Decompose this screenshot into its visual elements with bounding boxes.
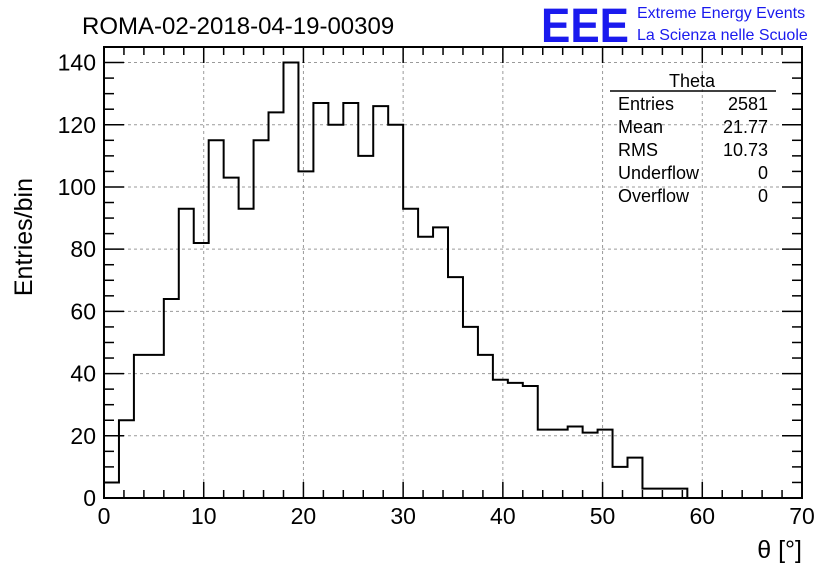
grid (104, 47, 802, 498)
x-tick-label: 20 (291, 503, 317, 529)
chart-title: ROMA-02-2018-04-19-00309 (82, 13, 394, 40)
y-tick-label: 80 (70, 236, 96, 262)
stats-box: Theta Entries 2581 Mean 21.77 RMS 10.73 … (610, 71, 776, 206)
y-tick-label: 0 (83, 485, 96, 511)
y-tick-label: 60 (70, 298, 96, 324)
x-tick-label: 60 (689, 503, 715, 529)
y-tick-label: 20 (70, 423, 96, 449)
stats-value-mean: 21.77 (723, 117, 768, 137)
x-tick-label: 10 (191, 503, 217, 529)
x-tick-label: 0 (98, 503, 111, 529)
x-tick-label: 50 (590, 503, 616, 529)
plot-frame (103, 46, 803, 499)
x-tick-label: 70 (789, 503, 815, 529)
logo-line-2: La Scienza nelle Scuole (637, 27, 808, 44)
y-tick-labels: 0 20 40 60 80 100 120 140 (58, 50, 96, 511)
stats-value-underflow: 0 (758, 163, 768, 183)
eee-logo: EEE Extreme Energy Events La Scienza nel… (541, 0, 808, 53)
stats-label-underflow: Underflow (618, 163, 700, 183)
y-tick-label: 40 (70, 361, 96, 387)
x-axis-label: θ [°] (757, 536, 802, 564)
x-tick-label: 40 (490, 503, 516, 529)
stats-label-rms: RMS (618, 140, 658, 160)
histogram-step-line (103, 61, 793, 499)
stats-value-overflow: 0 (758, 186, 768, 206)
stats-title: Theta (669, 71, 716, 91)
x-tick-labels: 0 10 20 30 40 50 60 70 (98, 503, 815, 529)
x-tick-label: 30 (390, 503, 416, 529)
axis-ticks (103, 46, 803, 499)
y-tick-label: 120 (58, 112, 96, 138)
y-axis-label: Entries/bin (10, 178, 38, 296)
stats-value-entries: 2581 (728, 94, 768, 114)
y-tick-label: 140 (58, 50, 96, 76)
stats-label-mean: Mean (618, 117, 663, 137)
stats-label-overflow: Overflow (618, 186, 690, 206)
stats-value-rms: 10.73 (723, 140, 768, 160)
eee-logo-mark: EEE (541, 0, 629, 53)
stats-label-entries: Entries (618, 94, 674, 114)
logo-line-1: Extreme Energy Events (637, 5, 805, 22)
y-tick-label: 100 (58, 174, 96, 200)
